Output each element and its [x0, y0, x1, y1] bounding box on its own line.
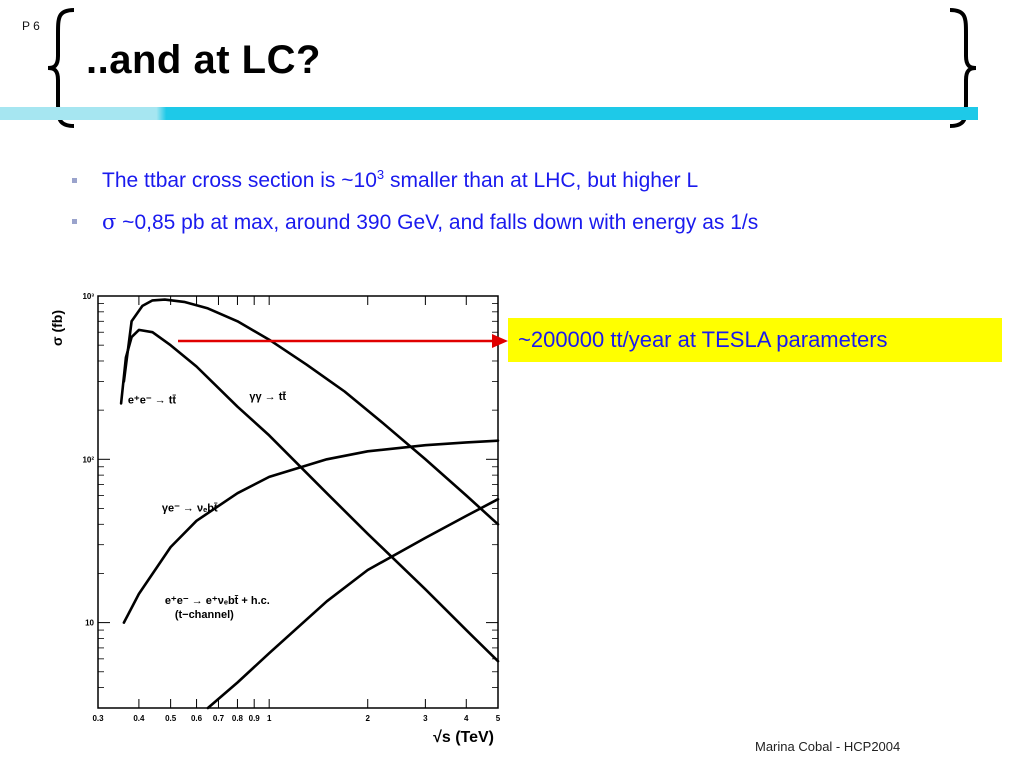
- x-tick-label: 0.7: [213, 714, 225, 723]
- bullet-marker-icon: [72, 219, 77, 224]
- series-label-4-line2: (t−channel): [175, 609, 234, 621]
- x-tick-label: 4: [464, 714, 469, 723]
- bullet-item: The ttbar cross section is ~103 smaller …: [72, 168, 758, 194]
- series-line-2: [119, 328, 500, 663]
- title-underline-bar: [0, 107, 978, 120]
- x-tick-label: 0.8: [232, 714, 244, 723]
- y-tick-label: 10²: [82, 455, 94, 464]
- bullet-marker-icon: [72, 178, 77, 183]
- x-tick-label: 2: [365, 714, 370, 723]
- x-axis-title: √s (TeV): [433, 729, 494, 746]
- bullet-list: The ttbar cross section is ~103 smaller …: [72, 168, 758, 251]
- cross-section-chart: 0.3 0.4 0.5 0.6 0.7 0.8 0.9 1 2 3 4 5 10 10² 10³ γγ → t…: [49, 292, 501, 746]
- x-tick-label: 3: [423, 714, 428, 723]
- series-label-4: e⁺e⁻ → e⁺νₑbt̄ + h.c.: [165, 595, 270, 607]
- y-tick-label: 10: [85, 619, 94, 628]
- series-label-2: e⁺e⁻ → tt̄: [128, 394, 177, 406]
- x-tick-label: 5: [496, 714, 501, 723]
- red-arrow: [178, 334, 508, 348]
- x-tick-label: 0.3: [92, 714, 104, 723]
- slide-title: ..and at LC?: [86, 38, 321, 82]
- series-label-1: γγ → tt̄: [249, 391, 286, 403]
- tesla-callout: ~200000 tt/year at TESLA parameters: [508, 318, 1002, 362]
- series-line-4: [206, 497, 500, 710]
- x-tick-label: 0.4: [133, 714, 145, 723]
- series-line-3: [122, 439, 500, 624]
- x-tick-label: 0.9: [249, 714, 261, 723]
- y-tick-label: 10³: [82, 292, 94, 301]
- plot-frame: [97, 295, 499, 709]
- series-label-3: γe⁻ → νₑbt̄: [162, 502, 218, 514]
- bullet-item: σ ~0,85 pb at max, around 390 GeV, and f…: [72, 209, 758, 236]
- x-tick-label: 0.5: [165, 714, 177, 723]
- page-number: P 6: [22, 19, 40, 33]
- footer-author: Marina Cobal - HCP2004: [755, 739, 901, 754]
- y-axis-title: σ (fb): [49, 310, 65, 346]
- x-tick-label: 0.6: [191, 714, 203, 723]
- x-tick-label: 1: [267, 714, 272, 723]
